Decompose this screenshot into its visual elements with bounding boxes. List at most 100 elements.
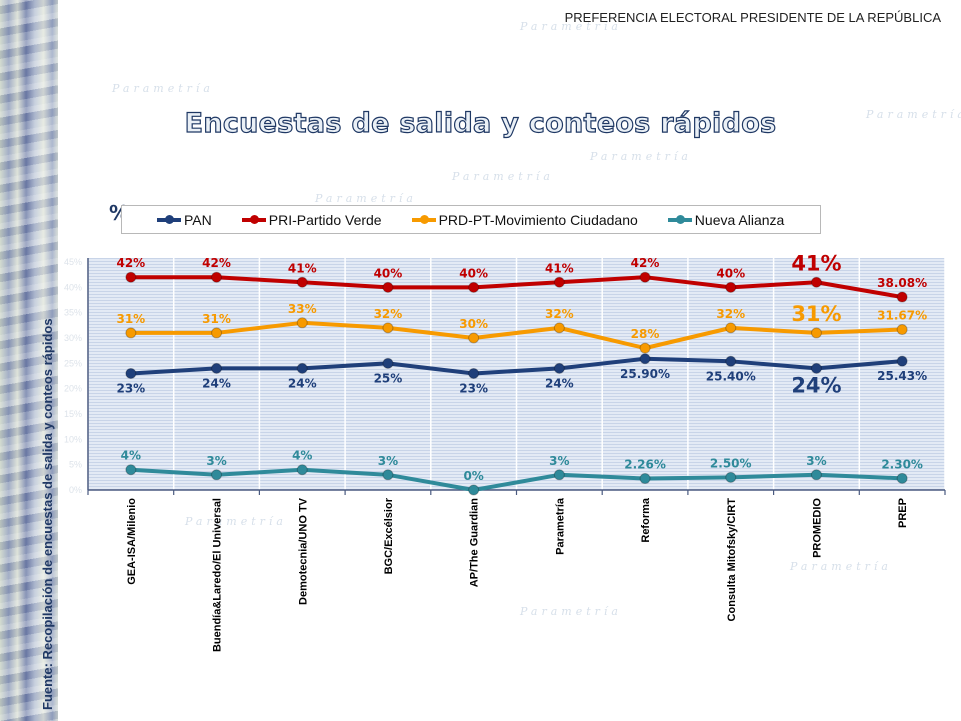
data-point-pan	[639, 353, 651, 365]
x-axis-category-label: Demotecnia/UNO TV	[297, 497, 309, 605]
data-label-pri-partido-verde: 42%	[202, 256, 231, 270]
data-point-pri-partido-verde	[639, 271, 651, 283]
y-tick-label: 40%	[64, 282, 82, 292]
x-axis-category-label: PROMEDIO	[811, 498, 823, 558]
y-tick-label: 30%	[64, 333, 82, 343]
data-label-pan: 25.43%	[877, 369, 927, 383]
legend-swatch-nueva-alianza	[667, 214, 692, 224]
data-label-pri-partido-verde: 41%	[288, 261, 317, 275]
data-label-nueva-alianza: 2.30%	[881, 457, 923, 471]
data-point-nueva-alianza	[725, 471, 737, 483]
data-point-nueva-alianza	[639, 473, 651, 485]
data-label-prd-pt-movimiento-ciudadano: 31%	[202, 312, 231, 326]
data-point-pan	[725, 355, 737, 367]
series-line-pan	[130, 356, 903, 376]
x-axis-category-label: GEA-ISA/Milenio	[126, 498, 138, 585]
data-point-nueva-alianza	[468, 484, 480, 496]
data-point-prd-pt-movimiento-ciudadano	[296, 317, 308, 329]
data-label-prd-pt-movimiento-ciudadano: 32%	[716, 307, 745, 321]
y-tick-label: 45%	[64, 257, 82, 267]
series-line-pri-partido-verde	[130, 275, 903, 300]
main-title: Encuestas de salida y conteos rápidos	[184, 107, 777, 139]
y-tick-label: 15%	[64, 409, 82, 419]
data-label-pri-partido-verde: 40%	[459, 266, 488, 280]
data-label-prd-pt-movimiento-ciudadano: 30%	[459, 317, 488, 331]
data-point-nueva-alianza	[553, 469, 565, 481]
data-label-prd-pt-movimiento-ciudadano: 31%	[116, 312, 145, 326]
data-point-pan	[810, 362, 822, 374]
data-label-nueva-alianza: 3%	[206, 454, 226, 468]
data-point-pri-partido-verde	[553, 276, 565, 288]
watermark-text: Parametría	[790, 560, 892, 573]
data-label-pri-partido-verde: 40%	[374, 266, 403, 280]
legend-label-pri: PRI-Partido Verde	[268, 211, 382, 228]
legend-item-prd: PRD-PT-Movimiento Ciudadano	[411, 211, 638, 228]
data-label-pri-partido-verde: 42%	[116, 256, 145, 270]
data-label-nueva-alianza: 4%	[292, 449, 312, 463]
data-label-pan: 25%	[374, 371, 403, 385]
watermark-text: Parametría	[112, 82, 214, 95]
data-point-pri-partido-verde	[296, 276, 308, 288]
data-label-prd-pt-movimiento-ciudadano: 32%	[545, 307, 574, 321]
data-point-prd-pt-movimiento-ciudadano	[639, 342, 651, 354]
data-label-pri-partido-verde: 38.08%	[877, 276, 927, 290]
data-label-prd-pt-movimiento-ciudadano: 28%	[631, 327, 660, 341]
data-label-nueva-alianza: 3%	[806, 454, 826, 468]
watermark-text: Parametría	[866, 108, 961, 121]
legend-item-pan: PAN	[157, 212, 212, 228]
data-point-prd-pt-movimiento-ciudadano	[725, 322, 737, 334]
data-point-prd-pt-movimiento-ciudadano	[896, 324, 908, 336]
data-point-pan	[382, 357, 394, 369]
data-label-pan: 24%	[791, 373, 841, 397]
data-label-pri-partido-verde: 41%	[791, 251, 841, 275]
watermark-text: Parametría	[452, 170, 554, 183]
x-axis-category-label: Consulta Mitofsky/CIRT	[726, 498, 738, 622]
watermark-text: Parametría	[185, 515, 287, 528]
top-heading: PREFERENCIA ELECTORAL PRESIDENTE DE LA R…	[564, 10, 941, 25]
data-label-nueva-alianza: 0%	[463, 469, 483, 483]
data-label-pan: 25.40%	[706, 369, 756, 383]
legend-swatch-pri	[241, 214, 266, 224]
data-point-pri-partido-verde	[125, 271, 137, 283]
x-axis-category-label: Reforma	[640, 497, 652, 543]
data-point-prd-pt-movimiento-ciudadano	[125, 327, 137, 339]
data-point-pan	[125, 367, 137, 379]
data-label-nueva-alianza: 4%	[121, 449, 141, 463]
legend-swatch-pan	[157, 214, 181, 224]
watermark-text: Parametría	[520, 20, 622, 33]
legend-item-pri: PRI-Partido Verde	[241, 211, 382, 228]
data-point-prd-pt-movimiento-ciudadano	[211, 327, 223, 339]
chart-legend: PAN PRI-Partido Verde PRD-PT-Movimiento …	[121, 205, 821, 234]
data-point-pan	[468, 367, 480, 379]
legend-swatch-prd	[411, 214, 436, 224]
y-tick-label: 25%	[64, 358, 82, 368]
data-point-nueva-alianza	[296, 464, 308, 476]
data-point-pri-partido-verde	[468, 281, 480, 293]
data-point-pri-partido-verde	[725, 281, 737, 293]
data-point-nueva-alianza	[382, 469, 394, 481]
data-label-pan: 23%	[116, 381, 145, 395]
x-axis-category-label: BGC/Excélsior	[383, 497, 395, 574]
watermark-text: Parametría	[520, 605, 622, 618]
data-label-nueva-alianza: 3%	[378, 454, 398, 468]
data-point-prd-pt-movimiento-ciudadano	[810, 327, 822, 339]
y-tick-label: 10%	[64, 434, 82, 444]
watermark-text: Parametría	[590, 150, 692, 163]
data-label-prd-pt-movimiento-ciudadano: 33%	[288, 302, 317, 316]
data-label-prd-pt-movimiento-ciudadano: 31%	[791, 302, 841, 326]
data-label-prd-pt-movimiento-ciudadano: 31.67%	[877, 309, 927, 323]
source-note: Fuente: Recopilación de encuestas de sal…	[40, 318, 55, 710]
legend-label-prd: PRD-PT-Movimiento Ciudadano	[438, 211, 638, 228]
y-tick-label: 20%	[64, 384, 82, 394]
data-label-pri-partido-verde: 41%	[545, 261, 574, 275]
data-label-pri-partido-verde: 40%	[716, 266, 745, 280]
data-label-pan: 24%	[288, 376, 317, 390]
legend-label-nueva-alianza: Nueva Alianza	[694, 211, 785, 228]
data-label-pan: 24%	[545, 376, 574, 390]
legend-item-nueva-alianza: Nueva Alianza	[667, 211, 785, 228]
data-point-prd-pt-movimiento-ciudadano	[468, 332, 480, 344]
data-point-pri-partido-verde	[810, 276, 822, 288]
y-tick-label: 0%	[69, 485, 82, 495]
data-point-pri-partido-verde	[896, 291, 908, 303]
